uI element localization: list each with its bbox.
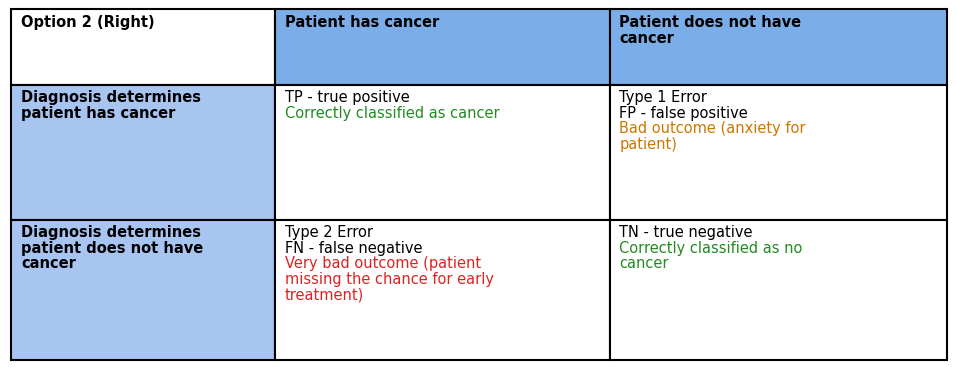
Text: FN - false negative: FN - false negative bbox=[285, 241, 422, 256]
Text: TP - true positive: TP - true positive bbox=[285, 90, 409, 106]
Text: cancer: cancer bbox=[620, 31, 674, 46]
Bar bbox=[610, 85, 947, 220]
Bar bbox=[275, 220, 610, 360]
Text: Patient has cancer: Patient has cancer bbox=[285, 15, 439, 30]
Bar bbox=[610, 9, 947, 85]
Text: Option 2 (Right): Option 2 (Right) bbox=[21, 15, 154, 30]
Bar bbox=[11, 220, 275, 360]
Text: TN - true negative: TN - true negative bbox=[620, 225, 753, 241]
Text: Bad outcome (anxiety for: Bad outcome (anxiety for bbox=[620, 121, 806, 137]
Text: patient does not have: patient does not have bbox=[21, 241, 203, 256]
Bar bbox=[11, 9, 275, 85]
Bar bbox=[275, 9, 610, 85]
Text: Correctly classified as no: Correctly classified as no bbox=[620, 241, 803, 256]
Bar bbox=[275, 85, 610, 220]
Text: Type 1 Error: Type 1 Error bbox=[620, 90, 707, 106]
Text: patient): patient) bbox=[620, 137, 677, 152]
Text: Type 2 Error: Type 2 Error bbox=[285, 225, 373, 241]
Text: cancer: cancer bbox=[21, 256, 76, 272]
Text: Very bad outcome (patient: Very bad outcome (patient bbox=[285, 256, 481, 272]
Text: Diagnosis determines: Diagnosis determines bbox=[21, 90, 201, 106]
Text: FP - false positive: FP - false positive bbox=[620, 106, 748, 121]
Text: missing the chance for early: missing the chance for early bbox=[285, 272, 493, 287]
Text: cancer: cancer bbox=[620, 256, 669, 272]
Text: treatment): treatment) bbox=[285, 287, 364, 303]
Text: Diagnosis determines: Diagnosis determines bbox=[21, 225, 201, 241]
Bar bbox=[610, 220, 947, 360]
Text: Correctly classified as cancer: Correctly classified as cancer bbox=[285, 106, 499, 121]
Bar bbox=[11, 85, 275, 220]
Text: patient has cancer: patient has cancer bbox=[21, 106, 175, 121]
Text: Patient does not have: Patient does not have bbox=[620, 15, 802, 30]
